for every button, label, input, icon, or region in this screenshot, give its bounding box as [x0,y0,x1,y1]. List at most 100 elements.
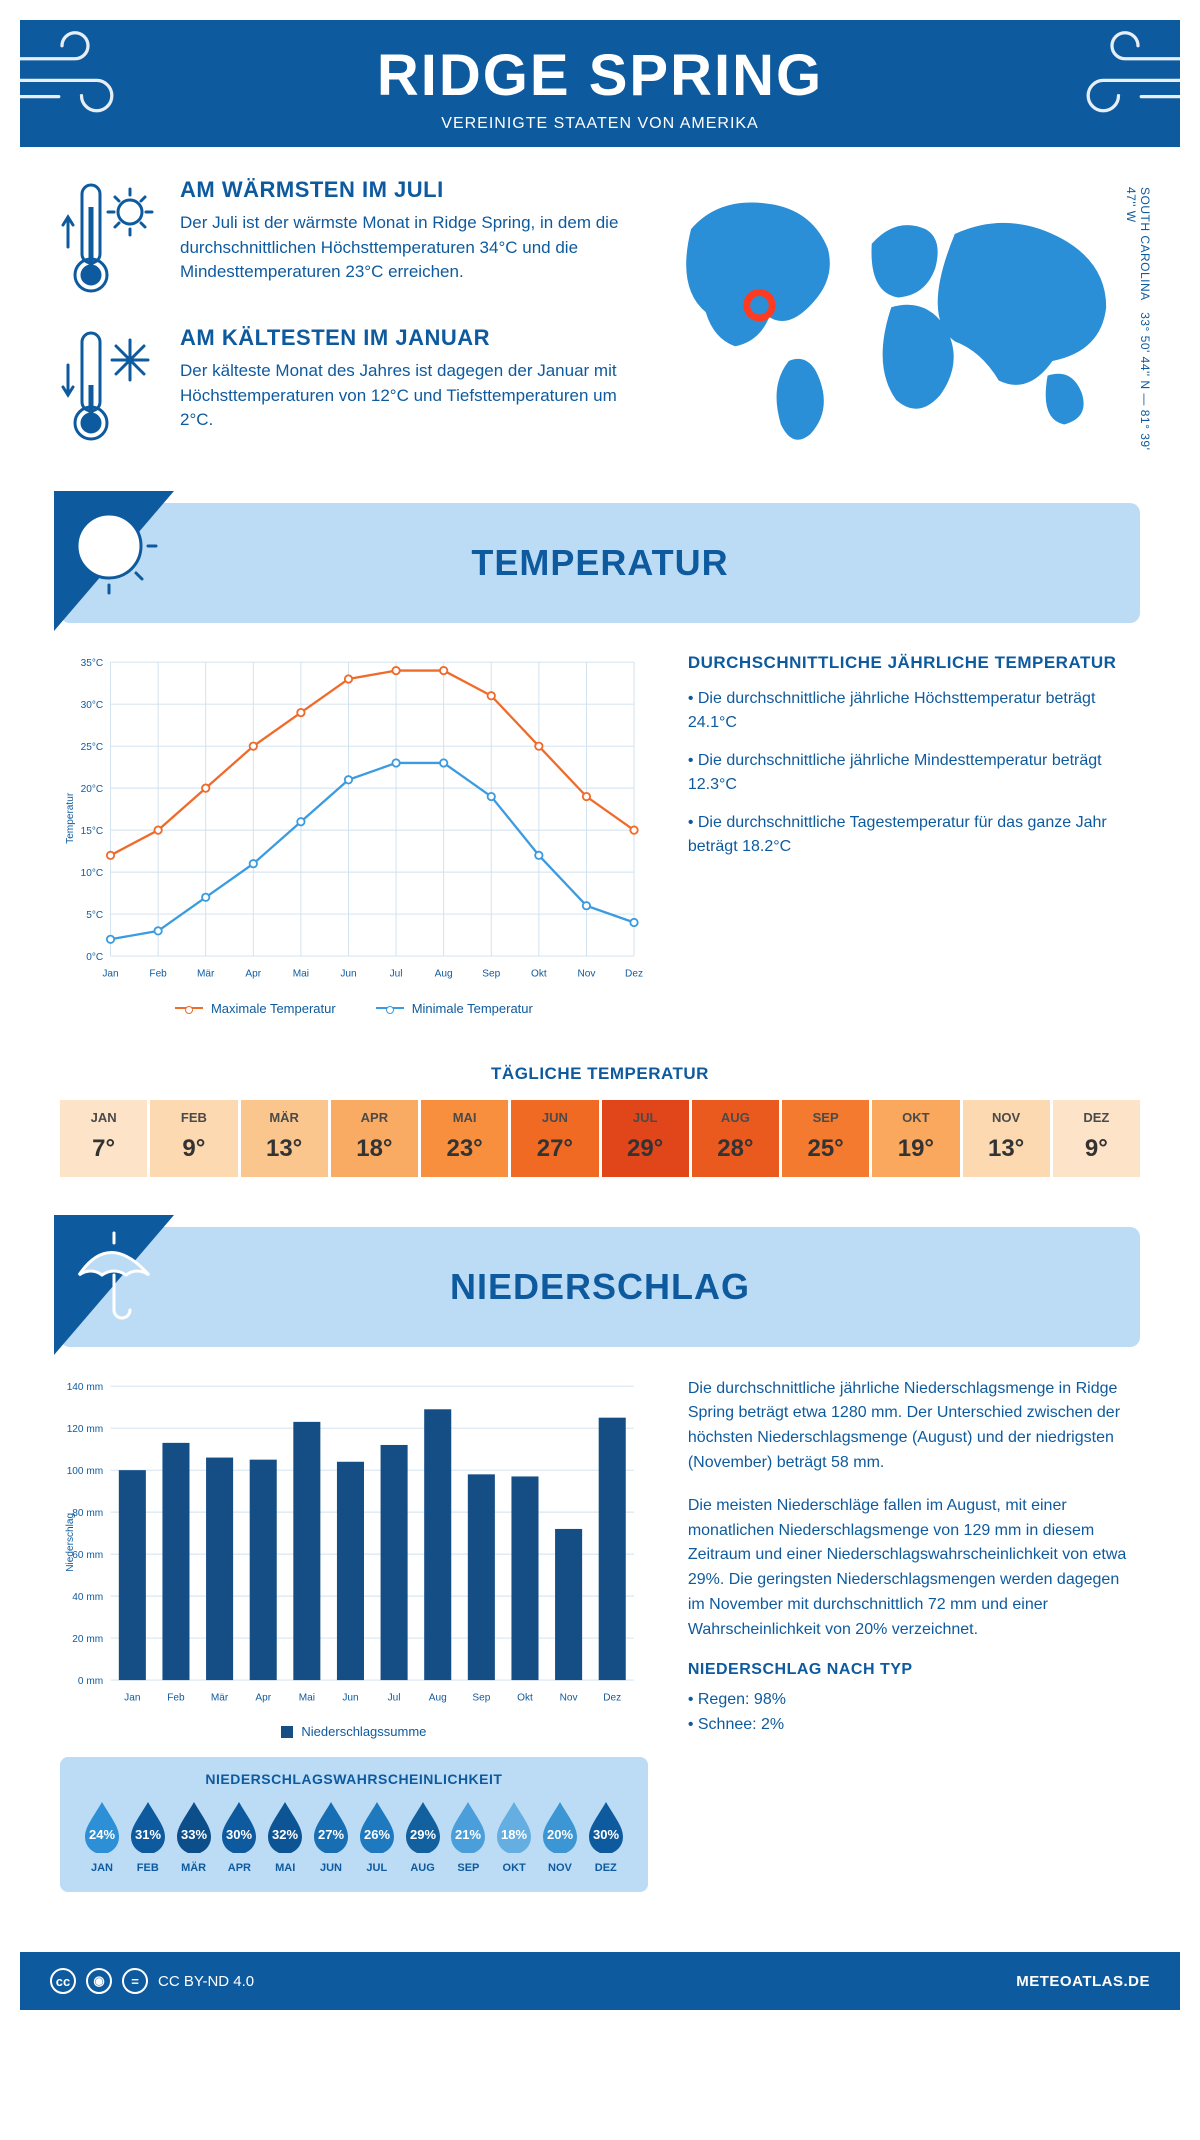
header: RIDGE SPRING VEREINIGTE STAATEN VON AMER… [20,20,1180,147]
rain-drop: 30%DEZ [584,1799,628,1874]
banner-temperature: TEMPERATUR [60,503,1140,623]
svg-text:30%: 30% [226,1827,252,1842]
svg-text:32%: 32% [272,1827,298,1842]
heat-cell: NOV13° [963,1100,1050,1177]
rain-drop: 20%NOV [538,1799,582,1874]
svg-text:20°C: 20°C [81,784,104,795]
footer: cc ◉ = CC BY-ND 4.0 METEOATLAS.DE [20,1952,1180,2010]
coordinates: SOUTH CAROLINA 33° 50' 44'' N — 81° 39' … [1124,187,1152,473]
svg-text:Feb: Feb [149,968,167,979]
fact-warm-title: AM WÄRMSTEN IM JULI [180,177,622,203]
heat-cell: JAN7° [60,1100,147,1177]
rain-drop: 18%OKT [492,1799,536,1874]
by-icon: ◉ [86,1968,112,1994]
world-map-icon [652,177,1140,457]
precip-probability-box: NIEDERSCHLAGSWAHRSCHEINLICHKEIT 24%JAN31… [60,1757,648,1892]
svg-text:Jan: Jan [124,1692,140,1703]
rain-drop: 30%APR [217,1799,261,1874]
rain-drop: 33%MÄR [172,1799,216,1874]
svg-text:Okt: Okt [531,968,547,979]
svg-text:20 mm: 20 mm [72,1633,103,1644]
rain-drop: 27%JUN [309,1799,353,1874]
thermometer-hot-icon [60,177,160,297]
heat-cell: FEB9° [150,1100,237,1177]
wind-icon [1060,30,1190,120]
svg-text:Feb: Feb [167,1692,185,1703]
heat-cell: OKT19° [872,1100,959,1177]
svg-text:Jan: Jan [102,968,118,979]
svg-text:Jul: Jul [390,968,403,979]
section-title: NIEDERSCHLAG [450,1266,750,1308]
license-text: CC BY-ND 4.0 [158,1973,254,1990]
fact-warmest: AM WÄRMSTEN IM JULI Der Juli ist der wär… [60,177,622,297]
svg-text:15°C: 15°C [81,826,104,837]
thermometer-cold-icon [60,325,160,445]
rain-drop: 26%JUL [355,1799,399,1874]
svg-text:Mai: Mai [299,1692,315,1703]
svg-text:100 mm: 100 mm [67,1465,103,1476]
heat-cell: APR18° [331,1100,418,1177]
svg-text:Niederschlag: Niederschlag [65,1513,76,1572]
precipitation-bar-chart: 0 mm20 mm40 mm60 mm80 mm100 mm120 mm140 … [60,1377,648,1708]
temp-text-heading: DURCHSCHNITTLICHE JÄHRLICHE TEMPERATUR [688,653,1140,673]
prob-title: NIEDERSCHLAGSWAHRSCHEINLICHKEIT [80,1771,628,1787]
cc-icon: cc [50,1968,76,1994]
heat-cell: MÄR13° [241,1100,328,1177]
banner-precipitation: NIEDERSCHLAG [60,1227,1140,1347]
svg-text:30°C: 30°C [81,700,104,711]
precip-type-item: • Schnee: 2% [688,1712,1140,1738]
svg-text:31%: 31% [135,1827,161,1842]
svg-text:5°C: 5°C [86,910,103,921]
svg-text:Aug: Aug [429,1692,447,1703]
sun-icon [54,491,194,631]
rain-drop: 31%FEB [126,1799,170,1874]
precip-para: Die durchschnittliche jährliche Niedersc… [688,1377,1140,1476]
svg-text:Dez: Dez [625,968,643,979]
rain-drop: 21%SEP [446,1799,490,1874]
svg-text:0°C: 0°C [86,952,103,963]
svg-text:Sep: Sep [482,968,500,979]
svg-text:Jun: Jun [340,968,356,979]
rain-drop: 24%JAN [80,1799,124,1874]
svg-text:27%: 27% [318,1827,344,1842]
svg-text:80 mm: 80 mm [72,1507,103,1518]
temp-legend: Maximale Temperatur Minimale Temperatur [60,1001,648,1016]
svg-text:140 mm: 140 mm [67,1381,103,1392]
svg-text:40 mm: 40 mm [72,1591,103,1602]
svg-text:Apr: Apr [255,1692,271,1703]
heat-cell: MAI23° [421,1100,508,1177]
svg-text:33%: 33% [181,1827,207,1842]
svg-text:29%: 29% [410,1827,436,1842]
heat-cell: DEZ9° [1053,1100,1140,1177]
nd-icon: = [122,1968,148,1994]
svg-text:Apr: Apr [245,968,261,979]
temp-bullet: • Die durchschnittliche Tagestemperatur … [688,811,1140,859]
svg-text:35°C: 35°C [81,658,104,669]
svg-text:Sep: Sep [472,1692,490,1703]
fact-cold-title: AM KÄLTESTEN IM JANUAR [180,325,622,351]
svg-text:60 mm: 60 mm [72,1549,103,1560]
svg-text:21%: 21% [455,1827,481,1842]
wind-icon [10,30,140,120]
svg-text:Jul: Jul [388,1692,401,1703]
heat-cell: AUG28° [692,1100,779,1177]
svg-text:Temperatur: Temperatur [65,792,76,844]
svg-text:Mai: Mai [293,968,309,979]
svg-text:25°C: 25°C [81,742,104,753]
svg-text:24%: 24% [89,1827,115,1842]
page-subtitle: VEREINIGTE STAATEN VON AMERIKA [20,115,1180,133]
svg-text:120 mm: 120 mm [67,1423,103,1434]
svg-text:Jun: Jun [342,1692,358,1703]
heat-cell: JUN27° [511,1100,598,1177]
rain-drop: 32%MAI [263,1799,307,1874]
svg-text:20%: 20% [547,1827,573,1842]
svg-text:Nov: Nov [577,968,596,979]
svg-text:10°C: 10°C [81,868,104,879]
heat-cell: JUL29° [602,1100,689,1177]
svg-text:Nov: Nov [560,1692,579,1703]
fact-coldest: AM KÄLTESTEN IM JANUAR Der kälteste Mona… [60,325,622,445]
svg-text:Mär: Mär [211,1692,229,1703]
svg-text:Aug: Aug [435,968,453,979]
svg-text:Dez: Dez [603,1692,621,1703]
site-name: METEOATLAS.DE [1016,1973,1150,1990]
